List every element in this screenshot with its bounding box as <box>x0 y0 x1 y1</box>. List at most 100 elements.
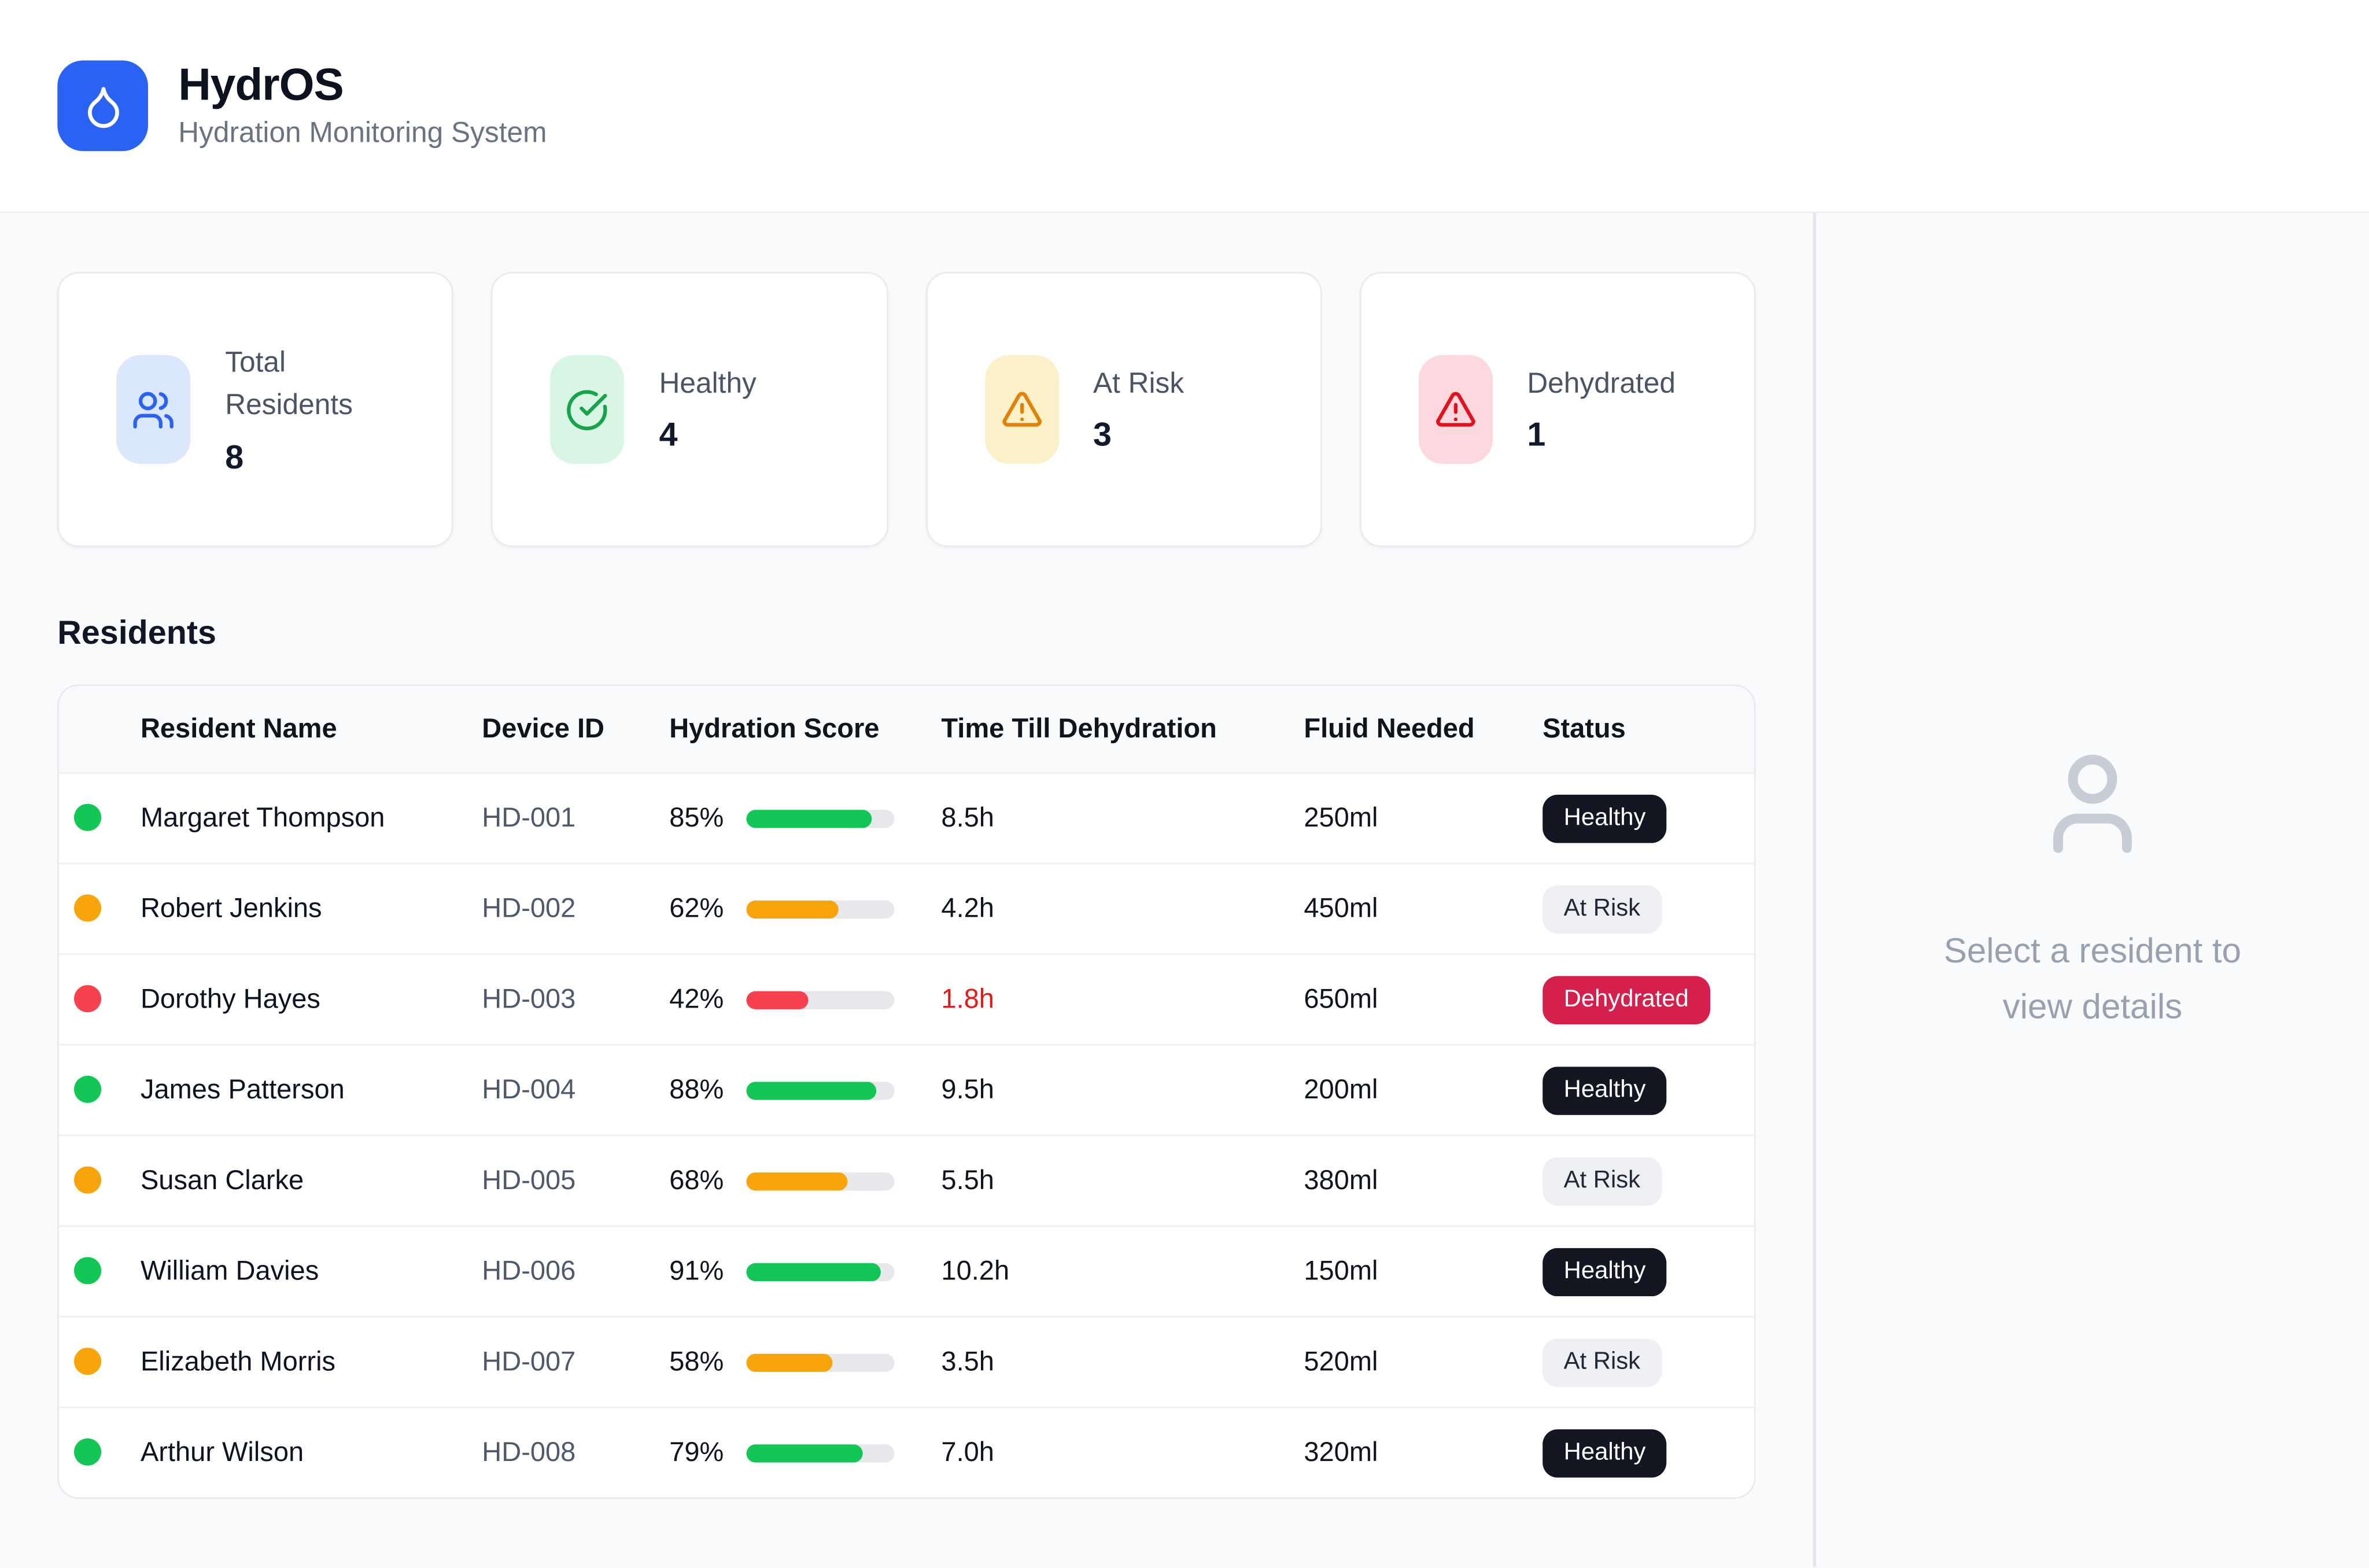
alert-triangle-icon <box>1418 355 1493 464</box>
hydration-progress-fill <box>746 990 809 1009</box>
resident-name: Arthur Wilson <box>140 1437 304 1467</box>
fluid-needed: 320ml <box>1304 1437 1378 1467</box>
hydration-progress-bar <box>746 809 895 828</box>
hydration-progress-bar <box>746 1262 895 1281</box>
column-header-fluid-needed: Fluid Needed <box>1304 713 1475 744</box>
status-cell: At Risk <box>1543 884 1754 934</box>
fluid-needed: 200ml <box>1304 1074 1378 1105</box>
table-row[interactable]: William Davies HD-006 91% 10.2h 150ml He… <box>58 1225 1754 1316</box>
time-till-dehydration: 7.0h <box>941 1437 994 1467</box>
stat-card-healthy: Healthy 4 <box>491 272 888 547</box>
hydration-progress-fill <box>746 1262 881 1281</box>
device-id: HD-005 <box>482 1165 576 1196</box>
dashboard-layout: Total Residents 8 Healthy 4 <box>0 213 2369 1567</box>
stat-card-text: Dehydrated 1 <box>1527 364 1676 455</box>
device-id: HD-007 <box>482 1346 576 1377</box>
hydration-score-cell: 88% <box>669 1074 941 1106</box>
hydration-score: 79% <box>669 1437 724 1467</box>
status-dot <box>73 1076 102 1104</box>
resident-name: Dorothy Hayes <box>140 983 320 1014</box>
status-badge: At Risk <box>1543 1338 1662 1386</box>
fluid-needed: 520ml <box>1304 1346 1378 1377</box>
status-badge: Healthy <box>1543 1247 1667 1296</box>
residents-table: Resident Name Device ID Hydration Score … <box>57 684 1756 1499</box>
app-title: HydrOS <box>178 60 344 110</box>
device-id: HD-001 <box>482 802 576 833</box>
table-row[interactable]: Robert Jenkins HD-002 62% 4.2h 450ml At … <box>58 862 1754 954</box>
droplet-icon <box>87 86 119 127</box>
device-id: HD-003 <box>482 983 576 1014</box>
hydration-score-cell: 58% <box>669 1346 941 1378</box>
resident-name: William Davies <box>140 1255 319 1286</box>
hydration-progress-fill <box>746 1443 864 1462</box>
table-row[interactable]: Dorothy Hayes HD-003 42% 1.8h 650ml Dehy… <box>58 953 1754 1045</box>
hydration-score: 42% <box>669 983 724 1014</box>
hydration-score: 58% <box>669 1346 724 1377</box>
stat-card-text: Total Residents 8 <box>225 342 409 477</box>
table-row[interactable]: Elizabeth Morris HD-007 58% 3.5h 520ml A… <box>58 1316 1754 1407</box>
status-cell: At Risk <box>1543 1338 1754 1386</box>
hydration-score-cell: 91% <box>669 1256 941 1287</box>
status-cell: Dehydrated <box>1543 975 1754 1024</box>
table-row[interactable]: Arthur Wilson HD-008 79% 7.0h 320ml Heal… <box>58 1406 1754 1497</box>
resident-name: James Patterson <box>140 1074 345 1105</box>
table-row[interactable]: James Patterson HD-004 88% 9.5h 200ml He… <box>58 1044 1754 1135</box>
hydration-score-cell: 62% <box>669 893 941 925</box>
status-cell: Healthy <box>1543 1247 1754 1296</box>
status-dot-cell <box>59 1438 141 1467</box>
time-till-dehydration: 8.5h <box>941 802 994 833</box>
stat-card-total-residents: Total Residents 8 <box>57 272 454 547</box>
resident-name: Elizabeth Morris <box>140 1346 336 1377</box>
stat-card-value: 3 <box>1093 416 1112 454</box>
status-dot <box>73 1348 102 1376</box>
status-dot-cell <box>59 895 141 923</box>
status-dot-cell <box>59 1348 141 1376</box>
hydration-score-cell: 42% <box>669 984 941 1016</box>
fluid-needed: 150ml <box>1304 1255 1378 1286</box>
time-till-dehydration: 5.5h <box>941 1165 994 1196</box>
hydration-progress-bar <box>746 990 895 1009</box>
device-id: HD-002 <box>482 892 576 924</box>
user-icon <box>2053 755 2132 854</box>
detail-placeholder-text: Select a resident to view details <box>1943 931 2242 1026</box>
fluid-needed: 650ml <box>1304 983 1378 1014</box>
status-dot <box>73 1167 102 1194</box>
hydration-progress-bar <box>746 1443 895 1462</box>
time-till-dehydration: 9.5h <box>941 1074 994 1105</box>
app-logo <box>57 60 148 152</box>
time-till-dehydration: 10.2h <box>941 1255 1010 1286</box>
status-dot <box>73 1257 102 1285</box>
column-header-time-till-dehydration: Time Till Dehydration <box>941 713 1217 744</box>
status-dot-cell <box>59 804 141 832</box>
hydration-progress-fill <box>746 1353 832 1371</box>
hydration-score: 88% <box>669 1074 724 1105</box>
stat-card-text: Healthy 4 <box>659 364 757 455</box>
stat-card-value: 1 <box>1527 416 1546 454</box>
fluid-needed: 450ml <box>1304 892 1378 924</box>
app-header: HydrOS Hydration Monitoring System <box>0 0 2369 213</box>
resident-name: Robert Jenkins <box>140 892 322 924</box>
status-dot-cell <box>59 1167 141 1195</box>
status-cell: Healthy <box>1543 794 1754 843</box>
detail-panel: Select a resident to view details <box>1813 213 2369 1567</box>
device-id: HD-006 <box>482 1255 576 1286</box>
stat-card-label: Total Residents <box>225 346 353 422</box>
hydration-progress-bar <box>746 1353 895 1371</box>
status-dot-cell <box>59 1076 141 1104</box>
stat-card-label: Dehydrated <box>1527 368 1676 400</box>
hydration-score: 85% <box>669 802 724 833</box>
hydration-progress-fill <box>746 899 839 918</box>
table-row[interactable]: Margaret Thompson HD-001 85% 8.5h 250ml … <box>58 772 1754 863</box>
status-badge: At Risk <box>1543 884 1662 934</box>
hydration-score-cell: 79% <box>669 1437 941 1469</box>
resident-name: Margaret Thompson <box>140 802 385 833</box>
summary-cards: Total Residents 8 Healthy 4 <box>57 272 1756 547</box>
table-row[interactable]: Susan Clarke HD-005 68% 5.5h 380ml At Ri… <box>58 1134 1754 1226</box>
hydration-score: 91% <box>669 1255 724 1286</box>
column-header-status: Status <box>1543 713 1626 744</box>
time-till-dehydration: 4.2h <box>941 892 994 924</box>
status-badge: Healthy <box>1543 1065 1667 1115</box>
status-badge: Dehydrated <box>1543 975 1710 1024</box>
hydration-progress-bar <box>746 899 895 918</box>
